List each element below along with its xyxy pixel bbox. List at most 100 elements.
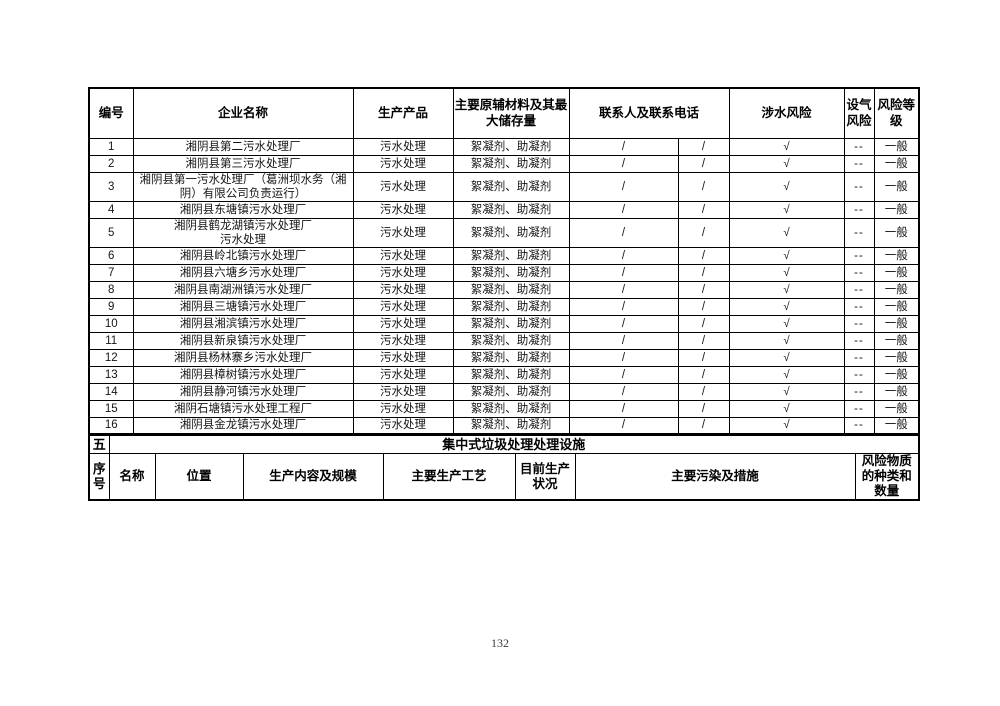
gas-risk-cell: -- — [843, 416, 875, 435]
company-table-header-row: 编号 企业名称 生产产品 主要原辅材料及其最大储存量 联系人及联系电话 涉水风险… — [88, 87, 920, 139]
contact-phone-cell: / — [677, 416, 730, 435]
materials-cell: 絮凝剂、助凝剂 — [452, 399, 570, 418]
header-location: 位置 — [154, 453, 244, 501]
contact-phone-cell: / — [677, 365, 730, 384]
row-number-cell: 15 — [88, 399, 134, 418]
contact-person-cell: / — [568, 171, 679, 202]
product-cell: 污水处理 — [352, 297, 454, 316]
materials-cell: 絮凝剂、助凝剂 — [452, 154, 570, 173]
company-name-cell: 湘阴县第三污水处理厂 — [132, 154, 354, 173]
company-name-cell: 湘阴县金龙镇污水处理厂 — [132, 416, 354, 435]
header-risk-level: 风险等级 — [873, 87, 920, 139]
row-number-cell: 11 — [88, 331, 134, 350]
contact-person-cell: / — [568, 416, 679, 435]
contact-person-cell: / — [568, 382, 679, 401]
header-seq-no: 序号 — [88, 453, 110, 501]
water-risk-cell: √ — [728, 263, 845, 282]
gas-risk-cell: -- — [843, 263, 875, 282]
materials-cell: 絮凝剂、助凝剂 — [452, 314, 570, 333]
materials-cell: 絮凝剂、助凝剂 — [452, 200, 570, 219]
water-risk-cell: √ — [728, 314, 845, 333]
contact-phone-cell: / — [677, 137, 730, 156]
company-name-cell: 湘阴石塘镇污水处理工程厂 — [132, 399, 354, 418]
product-cell: 污水处理 — [352, 217, 454, 248]
company-name-cell: 湘阴县新泉镇污水处理厂 — [132, 331, 354, 350]
water-risk-cell: √ — [728, 171, 845, 202]
header-water-risk: 涉水风险 — [728, 87, 845, 139]
contact-person-cell: / — [568, 280, 679, 299]
contact-phone-cell: / — [677, 382, 730, 401]
materials-cell: 絮凝剂、助凝剂 — [452, 246, 570, 265]
facility-table: 五 集中式垃圾处理处理设施 序号 名称 位置 生产内容及规模 主要生产工艺 目前… — [88, 435, 921, 501]
company-name-cell: 湘阴县杨林寨乡污水处理厂 — [132, 348, 354, 367]
row-number-cell: 2 — [88, 154, 134, 173]
table-row: 2 湘阴县第三污水处理厂 污水处理 絮凝剂、助凝剂 / / √ -- 一般 — [88, 154, 920, 173]
header-no: 编号 — [88, 87, 134, 139]
risk-level-cell: 一般 — [873, 171, 920, 202]
materials-cell: 絮凝剂、助凝剂 — [452, 365, 570, 384]
product-cell: 污水处理 — [352, 280, 454, 299]
row-number-cell: 3 — [88, 171, 134, 202]
contact-person-cell: / — [568, 200, 679, 219]
product-cell: 污水处理 — [352, 416, 454, 435]
gas-risk-cell: -- — [843, 348, 875, 367]
water-risk-cell: √ — [728, 217, 845, 248]
water-risk-cell: √ — [728, 399, 845, 418]
table-row: 8 湘阴县南湖洲镇污水处理厂 污水处理 絮凝剂、助凝剂 / / √ -- 一般 — [88, 280, 920, 299]
header-name: 名称 — [108, 453, 156, 501]
row-number-cell: 12 — [88, 348, 134, 367]
contact-person-cell: / — [568, 154, 679, 173]
contact-phone-cell: / — [677, 217, 730, 248]
header-risk-substance: 风险物质的种类和数量 — [854, 453, 920, 501]
gas-risk-cell: -- — [843, 217, 875, 248]
contact-phone-cell: / — [677, 246, 730, 265]
company-name-cell: 湘阴县静河镇污水处理厂 — [132, 382, 354, 401]
header-materials: 主要原辅材料及其最大储存量 — [452, 87, 570, 139]
row-number-cell: 10 — [88, 314, 134, 333]
table-row: 3 湘阴县第一污水处理厂（葛洲坝水务（湘阴）有限公司负责运行） 污水处理 絮凝剂、助凝… — [88, 171, 920, 202]
risk-level-cell: 一般 — [873, 137, 920, 156]
company-name-cell: 湘阴县六塘乡污水处理厂 — [132, 263, 354, 282]
contact-phone-cell: / — [677, 171, 730, 202]
gas-risk-cell: -- — [843, 399, 875, 418]
risk-level-cell: 一般 — [873, 280, 920, 299]
contact-person-cell: / — [568, 399, 679, 418]
company-name-cell: 湘阴县鹤龙湖镇污水处理厂 污水处理 — [132, 217, 354, 248]
company-name-cell: 湘阴县第一污水处理厂（葛洲坝水务（湘阴）有限公司负责运行） — [132, 171, 354, 202]
table-row: 1 湘阴县第二污水处理厂 污水处理 絮凝剂、助凝剂 / / √ -- 一般 — [88, 137, 920, 156]
table-row: 10 湘阴县湘滨镇污水处理厂 污水处理 絮凝剂、助凝剂 / / √ -- 一般 — [88, 314, 920, 333]
gas-risk-cell: -- — [843, 200, 875, 219]
product-cell: 污水处理 — [352, 331, 454, 350]
header-pollution: 主要污染及措施 — [574, 453, 856, 501]
row-number-cell: 6 — [88, 246, 134, 265]
gas-risk-cell: -- — [843, 171, 875, 202]
contact-person-cell: / — [568, 137, 679, 156]
contact-phone-cell: / — [677, 399, 730, 418]
header-contact: 联系人及联系电话 — [568, 87, 730, 139]
gas-risk-cell: -- — [843, 154, 875, 173]
gas-risk-cell: -- — [843, 137, 875, 156]
product-cell: 污水处理 — [352, 365, 454, 384]
contact-person-cell: / — [568, 365, 679, 384]
risk-level-cell: 一般 — [873, 217, 920, 248]
header-scope: 生产内容及规模 — [242, 453, 384, 501]
risk-level-cell: 一般 — [873, 314, 920, 333]
contact-person-cell: / — [568, 297, 679, 316]
water-risk-cell: √ — [728, 154, 845, 173]
table-row: 15 湘阴石塘镇污水处理工程厂 污水处理 絮凝剂、助凝剂 / / √ -- 一般 — [88, 399, 920, 418]
product-cell: 污水处理 — [352, 382, 454, 401]
contact-phone-cell: / — [677, 280, 730, 299]
table-row: 5 湘阴县鹤龙湖镇污水处理厂 污水处理 污水处理 絮凝剂、助凝剂 / / √ -- 一般 — [88, 217, 920, 248]
table-row: 11 湘阴县新泉镇污水处理厂 污水处理 絮凝剂、助凝剂 / / √ -- 一般 — [88, 331, 920, 350]
table-row: 16 湘阴县金龙镇污水处理厂 污水处理 絮凝剂、助凝剂 / / √ -- 一般 — [88, 416, 920, 435]
table-row: 7 湘阴县六塘乡污水处理厂 污水处理 絮凝剂、助凝剂 / / √ -- 一般 — [88, 263, 920, 282]
risk-level-cell: 一般 — [873, 416, 920, 435]
row-number-cell: 1 — [88, 137, 134, 156]
risk-level-cell: 一般 — [873, 348, 920, 367]
company-table-body: 1 湘阴县第二污水处理厂 污水处理 絮凝剂、助凝剂 / / √ -- 一般 2 湘阴县第三污水处理厂… — [88, 137, 920, 435]
company-risk-table: 编号 企业名称 生产产品 主要原辅材料及其最大储存量 联系人及联系电话 涉水风险… — [88, 87, 921, 435]
contact-phone-cell: / — [677, 331, 730, 350]
table-row: 4 湘阴县东塘镇污水处理厂 污水处理 絮凝剂、助凝剂 / / √ -- 一般 — [88, 200, 920, 219]
company-name-cell: 湘阴县东塘镇污水处理厂 — [132, 200, 354, 219]
company-name-cell: 湘阴县三塘镇污水处理厂 — [132, 297, 354, 316]
